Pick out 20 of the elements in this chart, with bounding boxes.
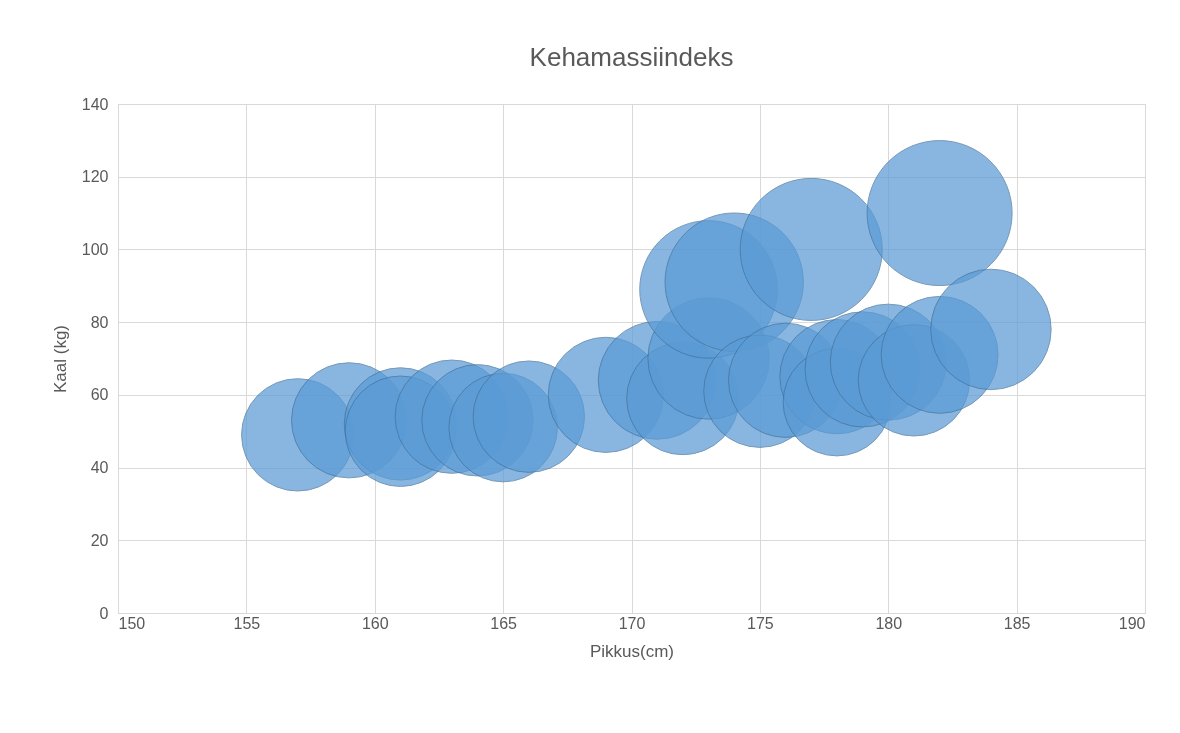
x-tick-label: 180 <box>875 614 903 632</box>
y-tick-label: 80 <box>90 313 109 331</box>
x-tick-label: 185 <box>1003 614 1031 632</box>
x-tick-label: 190 <box>1118 614 1146 632</box>
x-axis-title: Pikkus(cm) <box>589 641 675 661</box>
x-tick-label: 160 <box>361 614 389 632</box>
y-tick-label: 40 <box>90 459 109 477</box>
y-tick-label: 140 <box>81 95 109 113</box>
y-tick-label: 120 <box>81 168 109 186</box>
y-tick-label: 60 <box>90 386 109 404</box>
x-tick-label: 165 <box>490 614 518 632</box>
x-tick-label: 170 <box>618 614 646 632</box>
x-tick-label: 155 <box>233 614 261 632</box>
y-tick-label: 100 <box>81 240 109 258</box>
y-axis-title: Kaal (kg) <box>50 324 70 394</box>
y-tick-label: 0 <box>99 604 109 622</box>
x-tick-label: 150 <box>118 614 146 632</box>
y-tick-label: 20 <box>90 531 109 549</box>
chart-title: Kehamassiindeks <box>529 42 734 72</box>
x-tick-label: 175 <box>747 614 774 632</box>
